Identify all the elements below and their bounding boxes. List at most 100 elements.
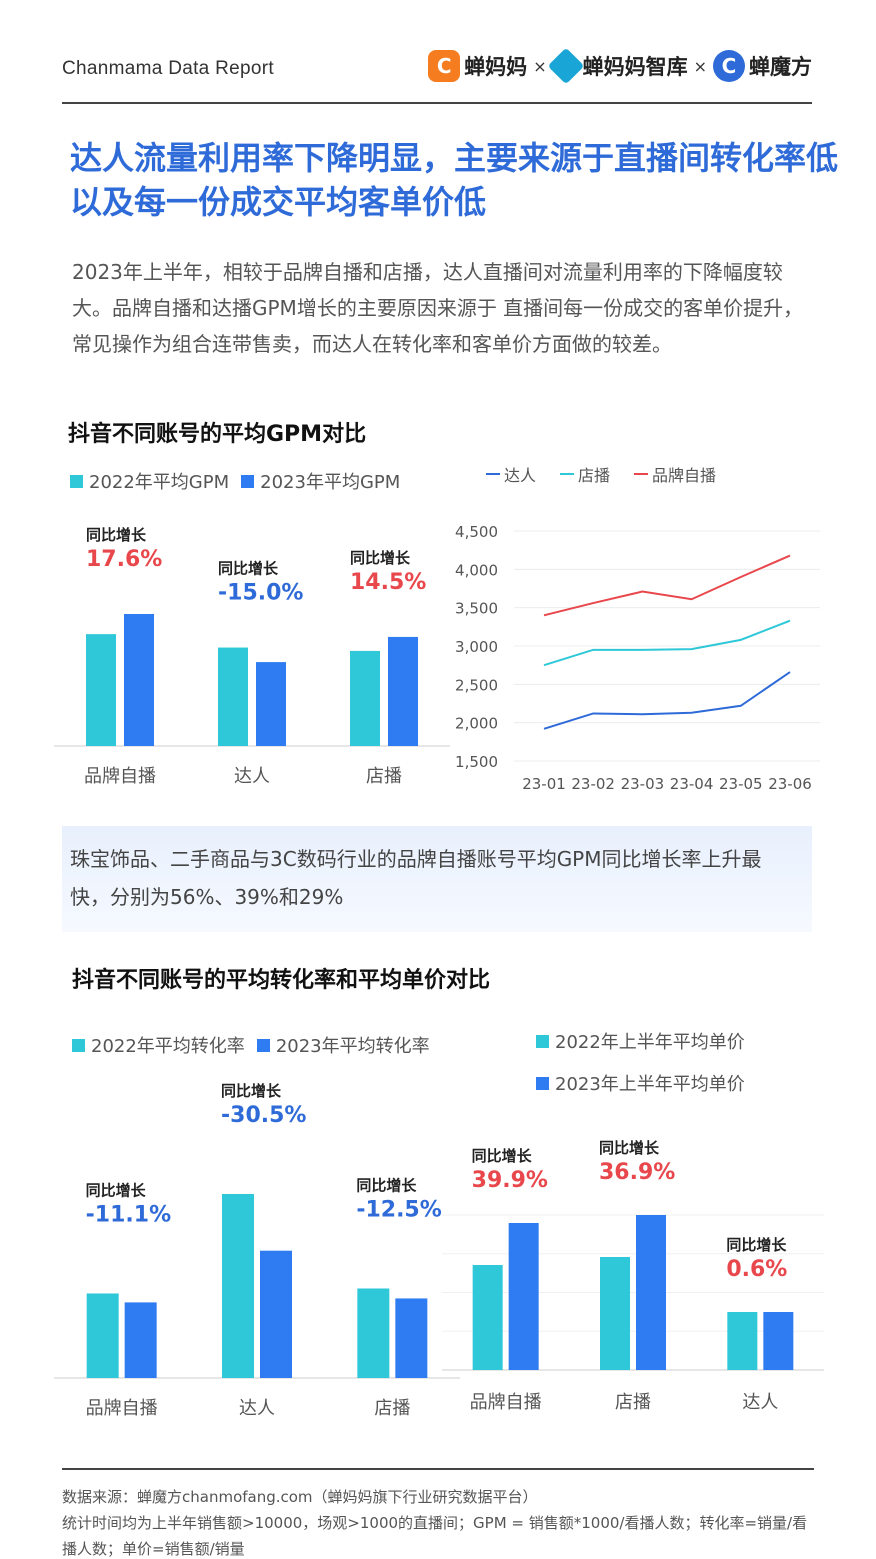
y-tick-label: 3,500: [455, 600, 498, 618]
bar-2023: [388, 636, 418, 746]
category-label: 店播: [366, 766, 402, 787]
category-label: 达人: [742, 1392, 778, 1413]
y-tick-label: 2,500: [455, 676, 498, 694]
legend-swatch-conv-2022: [72, 1038, 85, 1052]
legend-swatch-conv-2023: [256, 1038, 270, 1052]
category-label: 店播: [374, 1398, 410, 1419]
x-tick-label: 23-04: [670, 775, 714, 793]
category-label: 达人: [234, 766, 270, 787]
bar-2023: [763, 1312, 794, 1370]
yoy-value: -11.1%: [86, 1202, 171, 1227]
bar-2022: [727, 1312, 758, 1370]
chanmofang-logo-text: 蝉魔方: [749, 55, 812, 79]
chanmama-logo-text: 蝉妈妈: [464, 55, 528, 79]
gpm-section-title: 抖音不同账号的平均GPM对比: [68, 422, 367, 447]
zhiku-logo-icon: [547, 47, 584, 85]
legend-item-price-2022: 2022年上半年平均单价: [536, 1028, 745, 1054]
y-tick-label: 4,000: [455, 561, 498, 579]
category-label: 品牌自播: [84, 766, 156, 787]
yoy-label: 同比增长: [599, 1139, 660, 1157]
legend-label-conv-2023: 2023年平均转化率: [275, 1036, 430, 1057]
series-line-2: [543, 554, 791, 617]
chanmama-logo-icon: C: [428, 50, 461, 82]
legend-item-2022: 2022年平均GPM: [70, 468, 229, 494]
legend-item-conv-2023: 2023年平均转化率: [256, 1032, 430, 1058]
bar-2022: [357, 1288, 390, 1378]
y-tick-label: 1,500: [455, 753, 498, 771]
yoy-value: 36.9%: [599, 1160, 675, 1185]
bar-2023: [636, 1215, 666, 1370]
yoy-value: -15.0%: [218, 581, 303, 606]
bar-2023: [124, 614, 154, 746]
logo-separator: ×: [533, 56, 547, 76]
yoy-label: 同比增长: [86, 526, 147, 544]
yoy-label: 同比增长: [221, 1082, 282, 1100]
logo-separator: ×: [693, 56, 707, 76]
gpm-legend: 2022年平均GPM 2023年平均GPM: [70, 468, 400, 494]
legend-label-price-2023: 2023年上半年平均单价: [555, 1074, 745, 1095]
y-tick-label: 2,000: [455, 715, 498, 733]
yoy-value: 39.9%: [472, 1168, 548, 1193]
bar-2022: [222, 1194, 254, 1378]
footer: 数据来源：蝉魔方chanmofang.com（蝉妈妈旗下行业研究数据平台） 统计…: [62, 1468, 814, 1559]
bar-2022: [472, 1265, 503, 1370]
x-tick-label: 23-02: [571, 775, 615, 793]
conversion-legend: 2022年平均转化率 2023年平均转化率: [72, 1032, 430, 1058]
yoy-label: 同比增长: [86, 1181, 147, 1199]
bar-2023: [508, 1223, 539, 1370]
data-source: 数据来源：蝉魔方chanmofang.com（蝉妈妈旗下行业研究数据平台）: [62, 1488, 538, 1506]
page-title: 达人流量利用率下降明显，主要来源于直播间转化率低以及每一份成交平均客单价低: [70, 139, 839, 221]
legend-swatch-2022: [70, 474, 83, 488]
stat-note: 统计时间均为上半年销售额>10000，场观>1000的直播间；GPM = 销售额…: [62, 1514, 808, 1558]
y-tick-label: 3,000: [455, 638, 498, 656]
chanmofang-logo: C 蝉魔方: [713, 50, 812, 82]
brand-logos: C 蝉妈妈 × 蝉妈妈智库 × C 蝉魔方: [428, 47, 812, 85]
bar-2023: [395, 1298, 428, 1378]
yoy-label: 同比增长: [472, 1147, 533, 1165]
bar-2022: [600, 1257, 630, 1370]
gpm-line-chart: 4,500 4,000 3,500 3,000 2,500 2,000 1,500 23-01…: [455, 523, 820, 793]
bar-2022: [350, 650, 380, 746]
line-legend-item-brand: 品牌自播: [634, 462, 716, 486]
yoy-value: 0.6%: [726, 1257, 787, 1282]
yoy-value: 17.6%: [86, 547, 162, 572]
x-tick-label: 23-06: [768, 775, 812, 793]
x-tick-label: 23-05: [719, 775, 763, 793]
report-header: Chanmama Data Report C 蝉妈妈 × 蝉妈妈智库 × C 蝉…: [62, 44, 812, 104]
legend-label-conv-2022: 2022年平均转化率: [91, 1036, 245, 1057]
yoy-label: 同比增长: [218, 560, 279, 578]
yoy-label: 同比增长: [356, 1176, 417, 1194]
line-legend-swatch-dianbo: [560, 473, 575, 475]
bar-2022: [218, 647, 248, 746]
legend-item-2023: 2023年平均GPM: [241, 468, 400, 494]
line-legend-label-dianbo: 店播: [578, 466, 611, 485]
highlight-text: 珠宝饰品、二手商品与3C数码行业的品牌自播账号平均GPM同比增长率上升最快，分别…: [70, 847, 762, 909]
bar-2023: [256, 662, 286, 746]
series-line-0: [543, 671, 791, 730]
category-label: 达人: [239, 1398, 275, 1419]
intro-paragraph: 2023年上半年，相较于品牌自播和店播，达人直播间对流量利用率的下降幅度较大。品…: [72, 260, 804, 356]
legend-swatch-2023: [241, 474, 255, 488]
legend-swatch-price-2023: [536, 1076, 549, 1090]
price-bar-chart: 品牌自播 同比增长 39.9% 店播 同比增长 36.9% 达人 同比增长 0.6%: [442, 1139, 824, 1413]
bar-2022: [86, 1293, 119, 1378]
report-title: Chanmama Data Report: [62, 58, 274, 79]
series-line-1: [543, 619, 791, 667]
conversion-section-title: 抖音不同账号的平均转化率和平均单价对比: [72, 968, 491, 993]
yoy-label: 同比增长: [350, 549, 411, 567]
conversion-bar-chart: 品牌自播 同比增长 -11.1% 达人 同比增长 -30.5% 店播 同比增长 -12.5%: [54, 1082, 460, 1419]
zhiku-logo-text: 蝉妈妈智库: [582, 55, 688, 79]
zhiku-logo: 蝉妈妈智库: [547, 47, 688, 85]
line-legend-swatch-daren: [486, 473, 500, 475]
chanmofang-logo-icon: C: [713, 50, 745, 82]
x-tick-label: 23-03: [621, 775, 665, 793]
legend-item-conv-2022: 2022年平均转化率: [72, 1032, 245, 1058]
legend-label-2023: 2023年平均GPM: [260, 472, 401, 493]
category-label: 品牌自播: [470, 1392, 542, 1413]
bar-2023: [124, 1302, 157, 1378]
highlight-box: 珠宝饰品、二手商品与3C数码行业的品牌自播账号平均GPM同比增长率上升最快，分别…: [62, 826, 812, 932]
yoy-value: -30.5%: [221, 1103, 306, 1128]
category-label: 店播: [615, 1392, 651, 1413]
legend-item-price-2023: 2023年上半年平均单价: [536, 1070, 745, 1096]
x-tick-label: 23-01: [522, 775, 566, 793]
